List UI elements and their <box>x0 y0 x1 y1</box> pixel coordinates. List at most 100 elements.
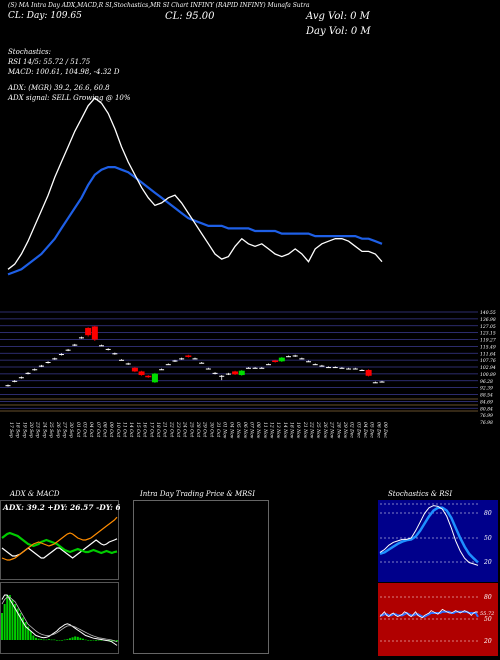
macd-histogram-bar <box>16 608 19 640</box>
date-tick-label: 22 Nov <box>309 421 315 439</box>
candle-body <box>225 373 231 375</box>
macd-histogram-bar <box>6 595 9 640</box>
price-tick-label: 96.28 <box>480 379 493 385</box>
header-last-price: CL: Day: 109.65 <box>8 11 82 21</box>
macd-histogram-bar <box>89 640 92 641</box>
date-tick-label: 31 Oct <box>215 422 221 437</box>
price-tick-label: 102.94 <box>480 365 496 371</box>
macd-histogram-bar <box>29 631 32 640</box>
candle-body <box>259 367 265 369</box>
price-tick-label: 100.89 <box>480 372 496 378</box>
date-tick-label: 14 Oct <box>128 422 134 437</box>
date-tick-label: 11 Nov <box>262 422 268 439</box>
candle-body <box>372 382 378 384</box>
date-tick-label: 04 Nov <box>228 422 234 439</box>
macd-histogram-bar <box>34 637 37 640</box>
macd-histogram-bar <box>8 595 11 640</box>
candle-body <box>352 368 358 370</box>
date-tick-label: 01 Nov <box>222 422 228 439</box>
date-tick-label: 29 Oct <box>202 421 208 437</box>
candle-body <box>238 370 245 376</box>
date-tick-label: 08 Nov <box>255 422 261 439</box>
date-tick-label: 23 Oct <box>175 421 181 437</box>
macd-histogram-bar <box>37 638 40 640</box>
date-tick-label: 15 Oct <box>135 422 141 437</box>
moving-average-lines <box>7 97 383 276</box>
date-tick-label: 06 Nov <box>242 422 248 439</box>
candle-body <box>326 367 332 369</box>
date-axis-labels: 17 Sep 18 Sep 19 Sep 20 Sep 23 Sep 24 Sep 25 S… <box>8 421 388 439</box>
candle-body <box>172 360 178 362</box>
candle-body <box>292 355 298 357</box>
macd-histogram-bar <box>84 639 87 641</box>
candle-body <box>185 355 192 357</box>
macd-histogram-bar <box>50 639 53 641</box>
candle-body <box>306 361 312 363</box>
macd-histogram-bar <box>95 640 98 641</box>
candle-body <box>245 367 251 369</box>
date-tick-label: 28 Oct <box>195 421 201 437</box>
adx-panel: ADX: 39.2 +DY: 26.57 -DY: 60.8 <box>0 500 120 580</box>
candle-body <box>12 380 18 382</box>
date-tick-label: 27 Nov <box>329 421 335 439</box>
date-tick-label: 17 Oct <box>148 422 154 437</box>
candle-body <box>58 354 64 356</box>
minus-di-line <box>1 516 118 561</box>
date-tick-label: 09 Oct <box>108 422 114 437</box>
date-tick-label: 28 Nov <box>335 421 341 439</box>
chart-header-title: (S) MA Intra Day ADX,MACD,R SI,Stochasti… <box>8 2 310 9</box>
candle-body <box>32 369 38 371</box>
date-tick-label: 02 Dec <box>349 422 355 438</box>
macd-histogram-bar <box>82 638 85 640</box>
date-tick-label: 19 Nov <box>295 422 301 439</box>
macd-histogram-bar <box>42 639 45 641</box>
macd-histogram-bar <box>66 639 69 640</box>
price-axis-labels: 140.55136.98127.05123.15119.27115.49111.… <box>480 310 496 426</box>
rsi-tick-80: 80 <box>484 594 492 601</box>
date-tick-label: 25 Sep <box>48 421 54 438</box>
candle-body <box>179 358 185 360</box>
macd-histogram-bar <box>68 638 71 640</box>
macd-histogram-bar <box>76 636 79 640</box>
date-tick-label: 06 Dec <box>375 422 381 438</box>
macd-histogram-bar <box>1 613 3 640</box>
candle-body <box>52 358 58 360</box>
candle-body <box>365 369 372 376</box>
candle-body <box>272 360 279 362</box>
macd-histogram-bar <box>40 639 43 640</box>
header-avg-volume: Avg Vol: 0 M <box>306 11 370 22</box>
candle-body <box>5 385 11 387</box>
date-tick-label: 21 Nov <box>302 421 308 439</box>
rsi-tick-20: 20 <box>483 638 492 645</box>
candle-body <box>219 375 225 377</box>
stochastics-label: Stochastics: <box>8 48 51 56</box>
date-tick-label: 25 Oct <box>188 421 194 437</box>
date-tick-label: 25 Nov <box>315 421 321 439</box>
date-tick-label: 01 Oct <box>75 422 81 437</box>
price-tick-label: 76.99 <box>480 413 493 419</box>
price-tick-label: 119.27 <box>480 338 496 344</box>
price-tick-label: 123.15 <box>480 331 496 337</box>
candle-body <box>99 345 104 347</box>
candle-body <box>332 367 338 369</box>
date-tick-label: 22 Oct <box>168 421 174 437</box>
rsi-current-value: 55.72 <box>480 611 494 617</box>
date-tick-label: 19 Sep <box>21 422 27 438</box>
macd-histogram-bar <box>55 640 58 641</box>
price-tick-label: 140.55 <box>480 310 496 316</box>
date-tick-label: 24 Sep <box>41 421 47 438</box>
macd-histogram-bar <box>3 604 6 640</box>
candle-body <box>78 337 84 339</box>
candle-body <box>105 348 111 350</box>
macd-histogram-bar <box>74 636 77 640</box>
macd-histogram-bar <box>87 640 90 641</box>
candle-body <box>299 358 305 360</box>
main-price-chart: 140.55136.98127.05123.15119.27115.49111.… <box>0 97 496 439</box>
date-tick-label: 04 Oct <box>88 422 94 437</box>
candle-body <box>312 364 318 366</box>
date-tick-label: 05 Dec <box>369 422 375 438</box>
date-tick-label: 21 Oct <box>162 421 168 437</box>
macd-readout: MACD: 100.61, 104.98, -4.32 D <box>8 68 120 77</box>
adx-readout: ADX: (MGR) 39.2, 26.6, 60.8 <box>8 83 110 92</box>
candle-body <box>212 372 218 374</box>
